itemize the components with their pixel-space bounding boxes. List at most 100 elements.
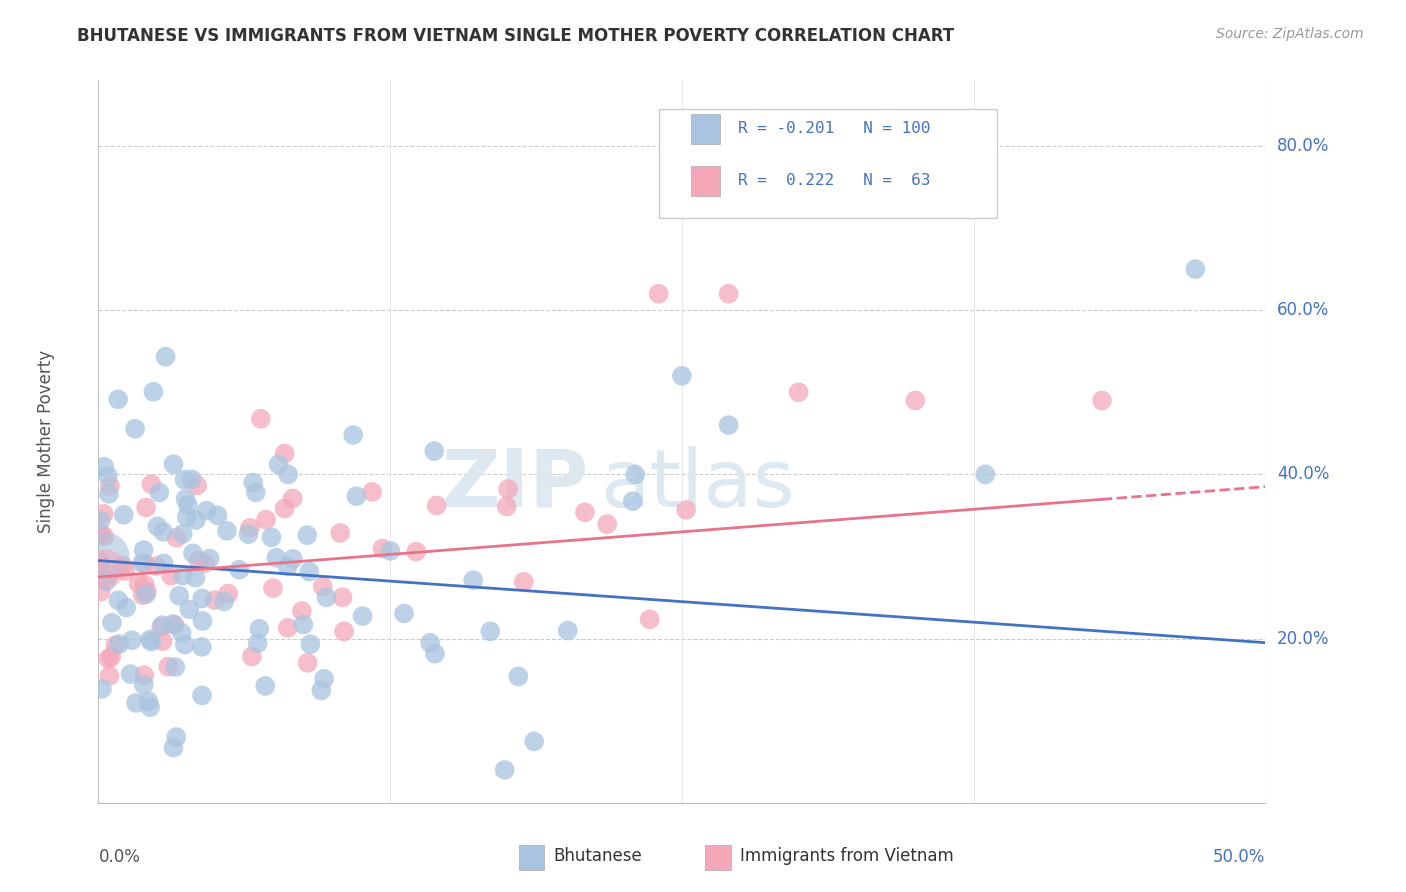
Point	[191, 689, 214, 703]
Point	[125, 696, 148, 710]
Point	[314, 672, 336, 686]
Point	[150, 620, 173, 634]
Point	[423, 647, 446, 661]
Point	[160, 568, 183, 582]
Point	[108, 637, 131, 651]
Point	[94, 549, 117, 564]
Point	[187, 553, 209, 567]
Point	[557, 624, 579, 638]
Point	[217, 587, 239, 601]
Point	[671, 368, 693, 383]
Point	[621, 494, 644, 508]
Point	[162, 740, 184, 755]
Point	[198, 551, 221, 566]
Text: Immigrants from Vietnam: Immigrants from Vietnam	[741, 847, 955, 864]
Point	[904, 393, 927, 408]
Point	[174, 491, 197, 506]
Point	[165, 531, 187, 545]
Point	[291, 604, 314, 618]
Point	[139, 700, 162, 714]
Point	[212, 594, 235, 608]
Point	[332, 591, 354, 605]
Point	[179, 602, 201, 616]
Point	[1184, 262, 1206, 277]
Point	[245, 485, 267, 500]
Point	[173, 473, 195, 487]
Point	[146, 519, 169, 533]
Point	[239, 521, 262, 535]
Point	[135, 587, 157, 601]
Point	[120, 667, 142, 681]
Point	[281, 552, 304, 566]
Point	[128, 576, 150, 591]
Point	[254, 679, 277, 693]
Point	[246, 636, 269, 650]
Point	[114, 564, 136, 578]
Point	[352, 609, 374, 624]
Point	[281, 491, 304, 506]
Point	[204, 593, 226, 607]
Point	[277, 621, 299, 635]
Point	[254, 513, 277, 527]
Point	[172, 527, 194, 541]
Point	[186, 478, 208, 492]
Point	[90, 555, 112, 569]
Point	[93, 459, 115, 474]
Point	[329, 525, 352, 540]
Point	[371, 541, 394, 556]
Point	[273, 501, 295, 516]
Point	[134, 577, 156, 591]
Point	[165, 730, 187, 744]
Point	[228, 563, 250, 577]
Point	[207, 508, 229, 523]
FancyBboxPatch shape	[519, 845, 544, 870]
Point	[479, 624, 502, 639]
Point	[138, 694, 160, 708]
Point	[574, 505, 596, 519]
Point	[107, 392, 129, 407]
Point	[342, 428, 364, 442]
Point	[177, 498, 200, 512]
FancyBboxPatch shape	[706, 845, 731, 870]
Point	[100, 649, 122, 664]
Point	[333, 624, 356, 639]
Point	[191, 614, 214, 628]
Point	[134, 668, 156, 682]
Point	[495, 500, 517, 514]
Point	[297, 528, 319, 542]
Point	[94, 574, 117, 589]
Point	[405, 544, 427, 558]
Point	[104, 638, 127, 652]
Point	[392, 607, 415, 621]
Point	[111, 558, 134, 573]
Point	[97, 652, 120, 666]
Point	[249, 411, 271, 425]
Point	[124, 422, 146, 436]
Text: R =  0.222   N =  63: R = 0.222 N = 63	[738, 173, 931, 188]
Point	[135, 584, 157, 599]
Point	[163, 618, 186, 632]
Point	[260, 530, 283, 544]
FancyBboxPatch shape	[692, 166, 720, 196]
Point	[141, 477, 163, 491]
Point	[717, 286, 740, 301]
Point	[266, 550, 288, 565]
Point	[277, 559, 299, 574]
Point	[299, 637, 322, 651]
Point	[181, 546, 204, 560]
Point	[107, 593, 129, 607]
FancyBboxPatch shape	[692, 113, 720, 144]
Point	[240, 649, 263, 664]
Text: 60.0%: 60.0%	[1277, 301, 1330, 319]
Point	[195, 503, 218, 517]
Point	[675, 503, 697, 517]
Point	[787, 385, 810, 400]
Point	[496, 482, 519, 496]
Point	[426, 499, 449, 513]
Point	[242, 475, 264, 490]
Point	[513, 574, 536, 589]
Point	[170, 625, 193, 640]
Point	[974, 467, 997, 482]
Point	[191, 591, 214, 606]
Point	[273, 446, 295, 460]
